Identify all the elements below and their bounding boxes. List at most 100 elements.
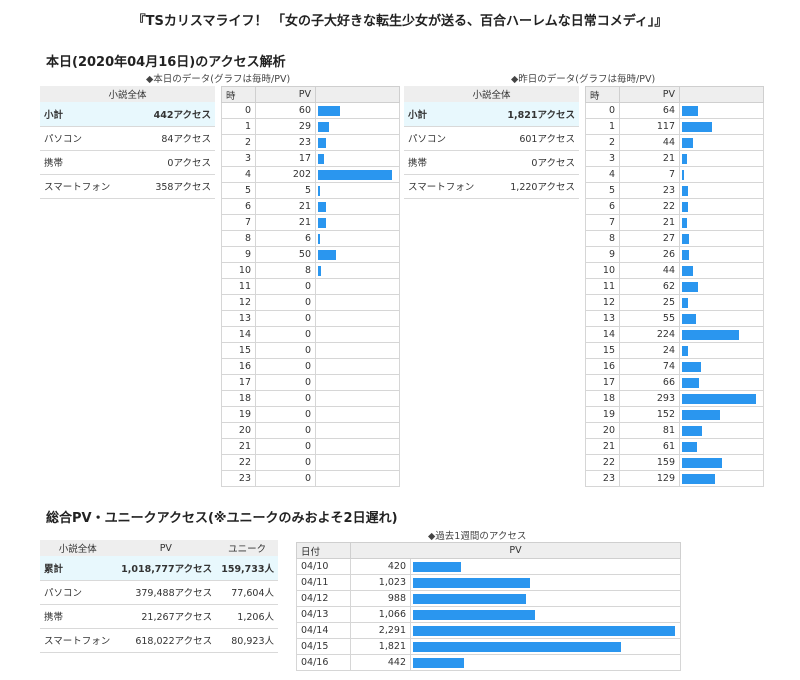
date-header: 日付 [296,542,351,559]
row-pv: 618,022アクセス [115,628,217,653]
hour-pv: 64 [619,102,680,119]
pv-bar [318,265,321,276]
pv-bar [682,153,687,164]
hour-header: 時 [221,86,256,103]
hour-pv: 29 [255,118,316,135]
bar-cell [315,390,400,407]
week-row: 04/13 1,066 [296,606,681,623]
row-unique: 1,206人 [216,604,278,629]
hour-label: 21 [585,438,620,455]
hour-pv: 21 [255,198,316,215]
bar-cell [315,166,400,183]
row-label: スマートフォン [40,628,116,653]
weekly-table: 日付 PV 04/10 420 04/11 1,023 04/12 988 04/13 1,0… [296,542,681,671]
hour-label: 3 [585,150,620,167]
hour-row: 7 21 [221,214,400,231]
row-label: 小計 [404,102,491,127]
row-label: 小計 [40,102,134,127]
bar-cell [679,470,764,487]
hour-row: 12 0 [221,294,400,311]
pv-bar [318,233,320,244]
row-value: 601アクセス [490,126,579,151]
row-label: 累計 [40,556,116,581]
pv-bar [318,121,329,132]
hour-label: 11 [585,278,620,295]
hour-label: 6 [585,198,620,215]
hour-row: 13 55 [585,310,764,327]
bar-cell [410,558,681,575]
bar-cell [679,246,764,263]
hour-label: 4 [221,166,256,183]
total-row-mobile: 携帯 21,267アクセス 1,206人 [40,604,278,629]
hour-label: 20 [221,422,256,439]
bar-header [679,86,764,103]
hour-pv: 27 [619,230,680,247]
row-label: スマートフォン [404,174,491,199]
hour-row: 5 23 [585,182,764,199]
hour-label: 0 [585,102,620,119]
hour-label: 6 [221,198,256,215]
hour-label: 5 [585,182,620,199]
bar-cell [679,278,764,295]
hour-label: 8 [221,230,256,247]
pv-bar [682,201,688,212]
bar-cell [315,438,400,455]
hour-label: 13 [221,310,256,327]
hour-row: 7 21 [585,214,764,231]
hour-pv: 74 [619,358,680,375]
week-date: 04/14 [296,622,351,639]
today-row-smartphone: スマートフォン 358アクセス [40,174,215,199]
bar-cell [410,590,681,607]
hour-row: 1 117 [585,118,764,135]
hour-label: 16 [221,358,256,375]
hour-row: 0 60 [221,102,400,119]
hour-label: 8 [585,230,620,247]
bar-header [315,86,400,103]
hour-pv: 0 [255,278,316,295]
week-row: 04/16 442 [296,654,681,671]
pv-bar [413,609,535,620]
pv-bar [413,561,461,572]
hour-pv: 159 [619,454,680,471]
bar-cell [315,150,400,167]
hour-pv: 8 [255,262,316,279]
today-row-mobile: 携帯 0アクセス [40,150,215,175]
pv-bar [682,265,693,276]
pv-bar [682,313,696,324]
hour-label: 23 [221,470,256,487]
hour-label: 10 [585,262,620,279]
row-pv: 1,018,777アクセス [115,556,217,581]
col-header-unique: ユニーク [216,540,278,556]
hour-label: 10 [221,262,256,279]
pv-bar [682,233,689,244]
hour-row: 21 61 [585,438,764,455]
hour-label: 7 [221,214,256,231]
hour-row: 13 0 [221,310,400,327]
bar-cell [315,134,400,151]
bar-cell [679,310,764,327]
week-date: 04/10 [296,558,351,575]
bar-cell [679,118,764,135]
row-unique: 77,604人 [216,580,278,605]
bar-cell [410,606,681,623]
hour-row: 23 129 [585,470,764,487]
hour-label: 18 [585,390,620,407]
row-unique: 159,733人 [216,556,278,581]
hour-label: 1 [585,118,620,135]
hour-row: 20 0 [221,422,400,439]
total-row-smartphone: スマートフォン 618,022アクセス 80,923人 [40,628,278,653]
hour-row: 20 81 [585,422,764,439]
hour-label: 1 [221,118,256,135]
today-summary-header: 小説全体 [40,86,215,102]
pv-bar [318,201,326,212]
hour-row: 16 74 [585,358,764,375]
pv-bar [682,393,756,404]
hour-row: 18 0 [221,390,400,407]
hour-label: 17 [585,374,620,391]
bar-cell [679,134,764,151]
today-caption: ◆本日のデータ(グラフは毎時/PV) [146,74,291,85]
hour-pv: 62 [619,278,680,295]
bar-cell [679,214,764,231]
page-title: 『TSカリスマライフ！ 「女の子大好きな転生少女が送る、百合ハーレムな日常コメデ… [132,14,668,29]
